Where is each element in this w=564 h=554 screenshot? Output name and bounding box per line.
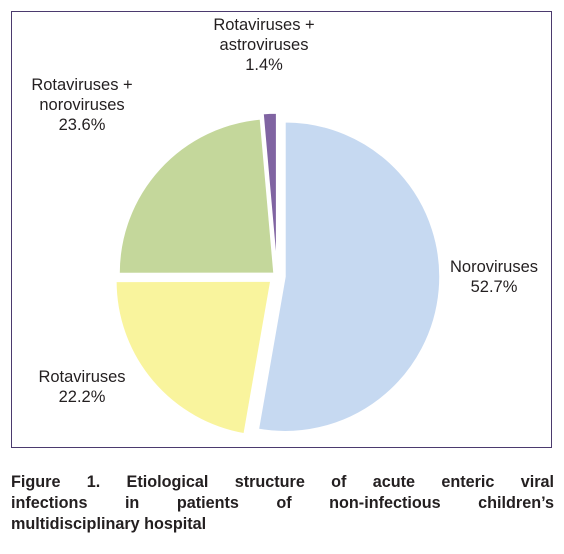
slice-name-rotaviruses-noroviruses: Rotaviruses + [31, 76, 132, 94]
slice-name-rotaviruses-astroviruses: Rotaviruses + [213, 16, 314, 34]
slice-name-rotaviruses: Rotaviruses [38, 368, 125, 386]
chart-frame: Noroviruses 52.7% Rotaviruses 22.2% Rotaviru… [11, 11, 552, 448]
caption-line-1: Figure 1. Etiological structure of acute… [11, 473, 554, 491]
pie-slice-noroviruses [257, 120, 441, 433]
slice-percent-noroviruses: 52.7% [471, 278, 518, 296]
pie-slice-rotaviruses-noroviruses [118, 118, 275, 275]
pie-chart: Noroviruses 52.7%Rotaviruses 22.2%Rotaviru… [31, 16, 538, 435]
pie-slices [115, 112, 441, 435]
slice-percent-rotaviruses-noroviruses: 23.6% [59, 116, 106, 134]
slice-name-rotaviruses-astroviruses: astroviruses [220, 36, 309, 54]
pie-slice-rotaviruses-astroviruses [262, 112, 278, 269]
slice-percent-rotaviruses: 22.2% [59, 388, 106, 406]
slice-label-noroviruses: Noroviruses 52.7% [450, 258, 538, 296]
slice-name-rotaviruses-noroviruses: noroviruses [39, 96, 124, 114]
caption-line-3: multidisciplinary hospital [11, 515, 207, 533]
pie-labels: Noroviruses 52.7%Rotaviruses 22.2%Rotaviru… [31, 16, 538, 406]
slice-label-rotaviruses-noroviruses: Rotaviruses + noroviruses 23.6% [31, 76, 132, 134]
slice-label-rotaviruses-astroviruses: Rotaviruses + astroviruses 1.4% [213, 16, 314, 74]
slice-name-noroviruses: Noroviruses [450, 258, 538, 276]
slice-percent-rotaviruses-astroviruses: 1.4% [245, 56, 283, 74]
caption-line-2: infections in patients of non-infectious… [11, 494, 554, 512]
pie-slice-rotaviruses [115, 280, 272, 435]
slice-label-rotaviruses: Rotaviruses 22.2% [38, 368, 125, 406]
figure-caption: Figure 1. Etiological structure of acute… [11, 472, 554, 535]
